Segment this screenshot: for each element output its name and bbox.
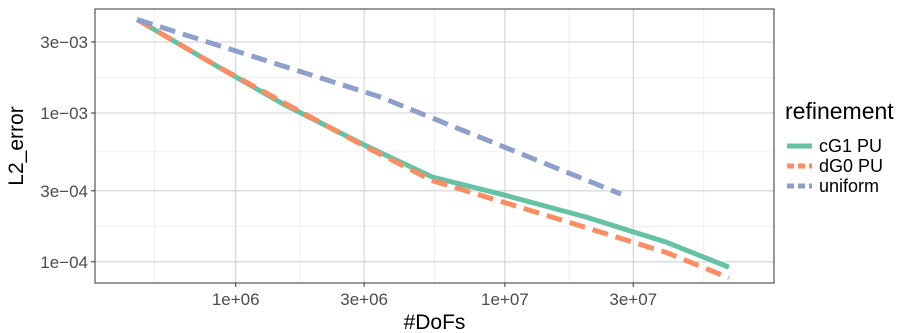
y-tick-label: 1e−03	[40, 104, 88, 123]
series-layer	[135, 17, 730, 281]
x-tick-label: 3e+07	[609, 290, 657, 309]
y-tick-label: 1e−04	[40, 253, 88, 272]
panel-border	[94, 8, 775, 284]
legend-label-dg0-pu: dG0 PU	[819, 156, 883, 176]
legend-label-uniform: uniform	[819, 176, 879, 196]
legend-label-cg1-pu: cG1 PU	[819, 136, 882, 156]
x-axis-ticks: 1e+06 3e+06 1e+07 3e+07	[212, 283, 657, 309]
x-tick-label: 3e+06	[340, 290, 388, 309]
y-tick-label: 3e−04	[40, 182, 88, 201]
x-axis-title: #DoFs	[404, 311, 466, 333]
y-axis-ticks: 1e−04 3e−04 1e−03 3e−03	[40, 33, 95, 272]
series-line-cg1-pu	[135, 17, 730, 270]
x-tick-label: 1e+06	[212, 290, 260, 309]
minor-grid	[95, 9, 774, 283]
x-tick-label: 1e+07	[481, 290, 529, 309]
series-line-uniform	[136, 17, 622, 197]
y-axis-title: L2_error	[5, 106, 28, 185]
legend-title: refinement	[785, 98, 894, 124]
series-line-dg0-pu	[135, 17, 730, 281]
y-tick-label: 3e−03	[40, 33, 88, 52]
